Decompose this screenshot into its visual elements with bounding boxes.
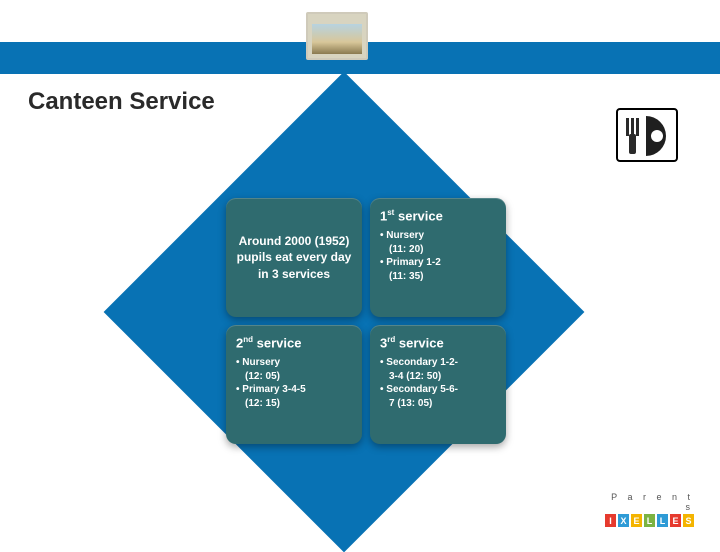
list-item: Secondary 1-2-3-4 (12: 50) xyxy=(380,356,496,383)
service-heading: 1st service xyxy=(380,208,496,223)
service-items: Nursery(12: 05) Primary 3-4-5(12: 15) xyxy=(236,356,352,410)
logo-letter: E xyxy=(631,514,642,527)
intro-panel: Around 2000 (1952) pupils eat every day … xyxy=(226,198,362,317)
intro-text: Around 2000 (1952) pupils eat every day … xyxy=(236,233,352,282)
service-panel-1: 1st service Nursery(11: 20) Primary 1-2(… xyxy=(370,198,506,317)
header-thumbnail xyxy=(306,12,368,60)
logo-letter: S xyxy=(683,514,694,527)
canteen-plate-icon xyxy=(616,108,678,162)
logo-letter: I xyxy=(605,514,616,527)
list-item: Primary 1-2(11: 35) xyxy=(380,256,496,283)
service-grid: Around 2000 (1952) pupils eat every day … xyxy=(226,198,506,444)
service-items: Nursery(11: 20) Primary 1-2(11: 35) xyxy=(380,229,496,283)
page-title: Canteen Service xyxy=(28,88,215,116)
service-panel-3: 3rd service Secondary 1-2-3-4 (12: 50) S… xyxy=(370,325,506,444)
logo-letter: E xyxy=(670,514,681,527)
logo-blocks: IXELLES xyxy=(598,514,694,527)
list-item: Secondary 5-6-7 (13: 05) xyxy=(380,383,496,410)
list-item: Primary 3-4-5(12: 15) xyxy=(236,383,352,410)
logo-letter: X xyxy=(618,514,629,527)
service-heading: 3rd service xyxy=(380,335,496,350)
logo-top-text: P a r e n t s xyxy=(598,492,694,512)
service-heading: 2nd service xyxy=(236,335,352,350)
service-items: Secondary 1-2-3-4 (12: 50) Secondary 5-6… xyxy=(380,356,496,410)
list-item: Nursery(12: 05) xyxy=(236,356,352,383)
list-item: Nursery(11: 20) xyxy=(380,229,496,256)
logo-letter: L xyxy=(644,514,655,527)
logo-letter: L xyxy=(657,514,668,527)
parents-ixelles-logo: P a r e n t s IXELLES xyxy=(598,492,694,526)
service-panel-2: 2nd service Nursery(12: 05) Primary 3-4-… xyxy=(226,325,362,444)
